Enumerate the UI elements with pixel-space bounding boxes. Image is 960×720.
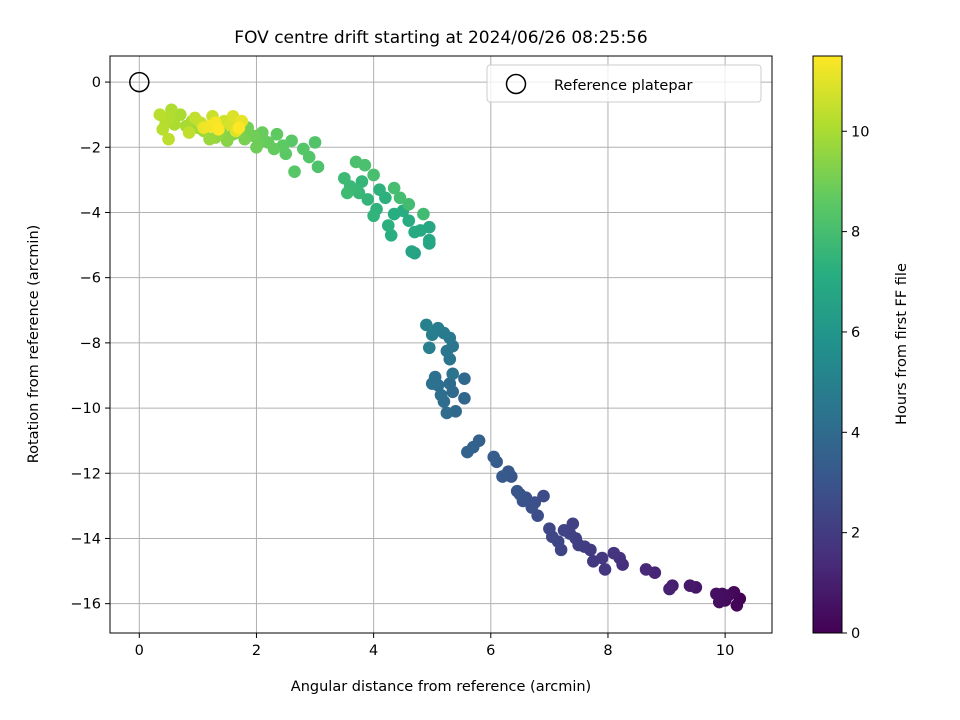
scatter-point (311, 160, 325, 174)
scatter-point (402, 198, 416, 211)
scatter-point (525, 501, 539, 514)
scatter-point (440, 406, 454, 420)
chart-title: FOV centre drift starting at 2024/06/26 … (234, 28, 647, 48)
scatter-point (156, 123, 170, 136)
scatter-point (510, 484, 524, 498)
y-tick-label: −16 (70, 597, 101, 613)
y-axis-label: Rotation from reference (arcmin) (26, 225, 42, 464)
x-tick-label: 0 (135, 643, 144, 659)
scatter-point (162, 132, 175, 146)
legend-box (486, 64, 762, 103)
colorbar-label: Hours from first FF file (894, 263, 910, 425)
y-tick-label: −6 (80, 271, 101, 287)
scatter-point (367, 168, 380, 182)
scatter-point (543, 522, 556, 535)
scatter-point (420, 318, 433, 332)
scatter-point (639, 563, 653, 576)
colorbar-tick-label: 2 (851, 526, 860, 542)
scatter-point (384, 228, 398, 242)
scatter-point (487, 450, 501, 464)
scatter-points (153, 103, 747, 612)
scatter-point (297, 142, 310, 156)
colorbar-tick-label: 4 (851, 425, 860, 441)
scatter-point (361, 193, 375, 206)
scatter-point (153, 108, 167, 121)
scatter-point (250, 140, 263, 154)
x-tick-label: 4 (369, 643, 378, 659)
y-tick-label: −8 (80, 336, 101, 352)
scatter-point (408, 225, 421, 239)
plot-frame (109, 55, 773, 634)
scatter-point (557, 524, 571, 537)
grid (110, 56, 772, 633)
legend-open-circle-marker (505, 73, 527, 95)
scatter-point (381, 219, 395, 232)
scatter-point (730, 598, 744, 612)
scatter-point (232, 121, 246, 135)
x-axis-label: Angular distance from reference (arcmin) (291, 679, 591, 695)
scatter-point (212, 123, 225, 136)
scatter-point (373, 183, 386, 196)
colorbar-tick-label: 0 (851, 626, 860, 642)
reference-platepar-marker (129, 71, 150, 93)
colorbar-ticks: 0 2 4 6 8 10 (842, 124, 869, 642)
scatter-point (387, 181, 401, 195)
scatter-point (566, 517, 580, 531)
colorbar-tick-label: 6 (851, 325, 860, 341)
y-tick-label: −14 (70, 531, 101, 547)
x-tick-label: 2 (252, 643, 261, 659)
legend-label-reference-platepar: Reference platepar (554, 78, 692, 94)
scatter-point (496, 470, 509, 483)
y-tick-label: −12 (70, 466, 101, 482)
x-tick-label: 10 (716, 643, 734, 659)
scatter-point (393, 191, 407, 205)
scatter-point (537, 489, 550, 503)
scatter-point (405, 245, 419, 258)
colorbar: 0 2 4 6 8 10 Hours from first FF file (812, 55, 910, 642)
scatter-point (288, 165, 301, 179)
scatter-point (349, 155, 363, 169)
scatter-point (434, 388, 448, 402)
x-tick-label: 8 (603, 643, 612, 659)
scatter-point (387, 207, 401, 221)
scatter-point (182, 126, 196, 139)
scatter-point (458, 391, 471, 405)
scatter-point (422, 341, 436, 355)
y-tick-label: −10 (70, 401, 101, 417)
scatter-point (270, 127, 284, 141)
scatter-point (607, 546, 621, 560)
scatter-point (458, 372, 471, 386)
scatter-point (340, 186, 354, 200)
scatter-point (422, 233, 436, 247)
scatter-point (446, 367, 460, 381)
colorbar-gradient (812, 55, 843, 634)
scatter-point (598, 563, 612, 576)
scatter-point (308, 136, 322, 149)
scatter-point (587, 554, 600, 568)
x-tick-label: 6 (486, 643, 495, 659)
y-tick-label: 0 (92, 75, 101, 91)
scatter-point (261, 136, 275, 149)
colorbar-tick-label: 8 (851, 225, 860, 241)
x-axis: 0 2 4 6 8 10 (135, 633, 734, 659)
y-tick-label: −4 (80, 205, 101, 221)
scatter-point (461, 445, 474, 459)
colorbar-tick-label: 10 (851, 124, 869, 140)
legend: Reference platepar (486, 64, 762, 103)
scatter-point (425, 328, 439, 342)
scatter-point (417, 207, 430, 221)
scatter-point (663, 582, 676, 596)
scatter-point (683, 579, 697, 593)
y-tick-label: −2 (80, 140, 101, 156)
y-axis: 0 −2 −4 −6 −8 −10 −12 −14 −16 (70, 75, 110, 613)
scatter-point (443, 377, 457, 390)
scatter-point (402, 214, 416, 227)
scatter-point (338, 171, 351, 185)
scatter-point (710, 587, 723, 601)
scatter-point (425, 377, 439, 390)
scatter-point (367, 209, 380, 223)
